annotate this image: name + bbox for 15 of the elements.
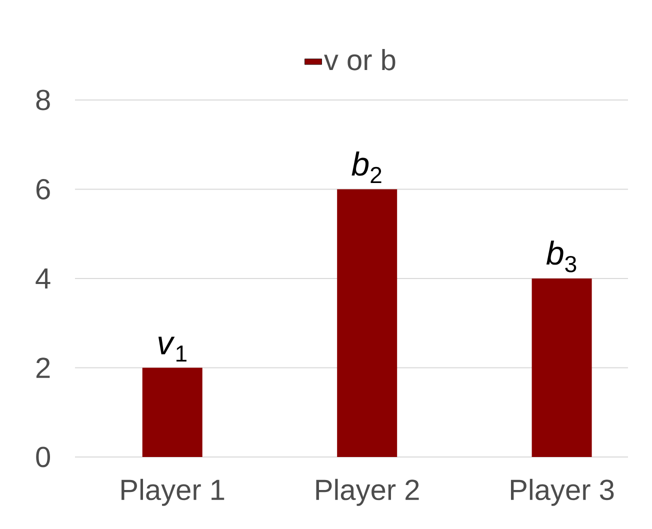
x-tick-label: Player 3: [510, 478, 614, 506]
bar: [532, 278, 592, 457]
bar: [337, 189, 398, 457]
y-tick-label: 4: [36, 268, 50, 288]
y-tick-label: 0: [36, 446, 50, 468]
annotation: b$_{2}$: [352, 152, 382, 184]
x-tick-label: Player 1: [122, 478, 224, 506]
y-tick-label: 2: [36, 358, 50, 378]
y-tick-label: 8: [36, 90, 50, 110]
annotation: v$_{1}$: [158, 336, 186, 362]
annotation: b$_{3}$: [546, 240, 576, 272]
legend-label: v or b: [324, 49, 396, 70]
x-tick-label: Player 2: [316, 478, 419, 506]
y-tick-label: 6: [36, 178, 50, 200]
bar: [142, 368, 202, 457]
